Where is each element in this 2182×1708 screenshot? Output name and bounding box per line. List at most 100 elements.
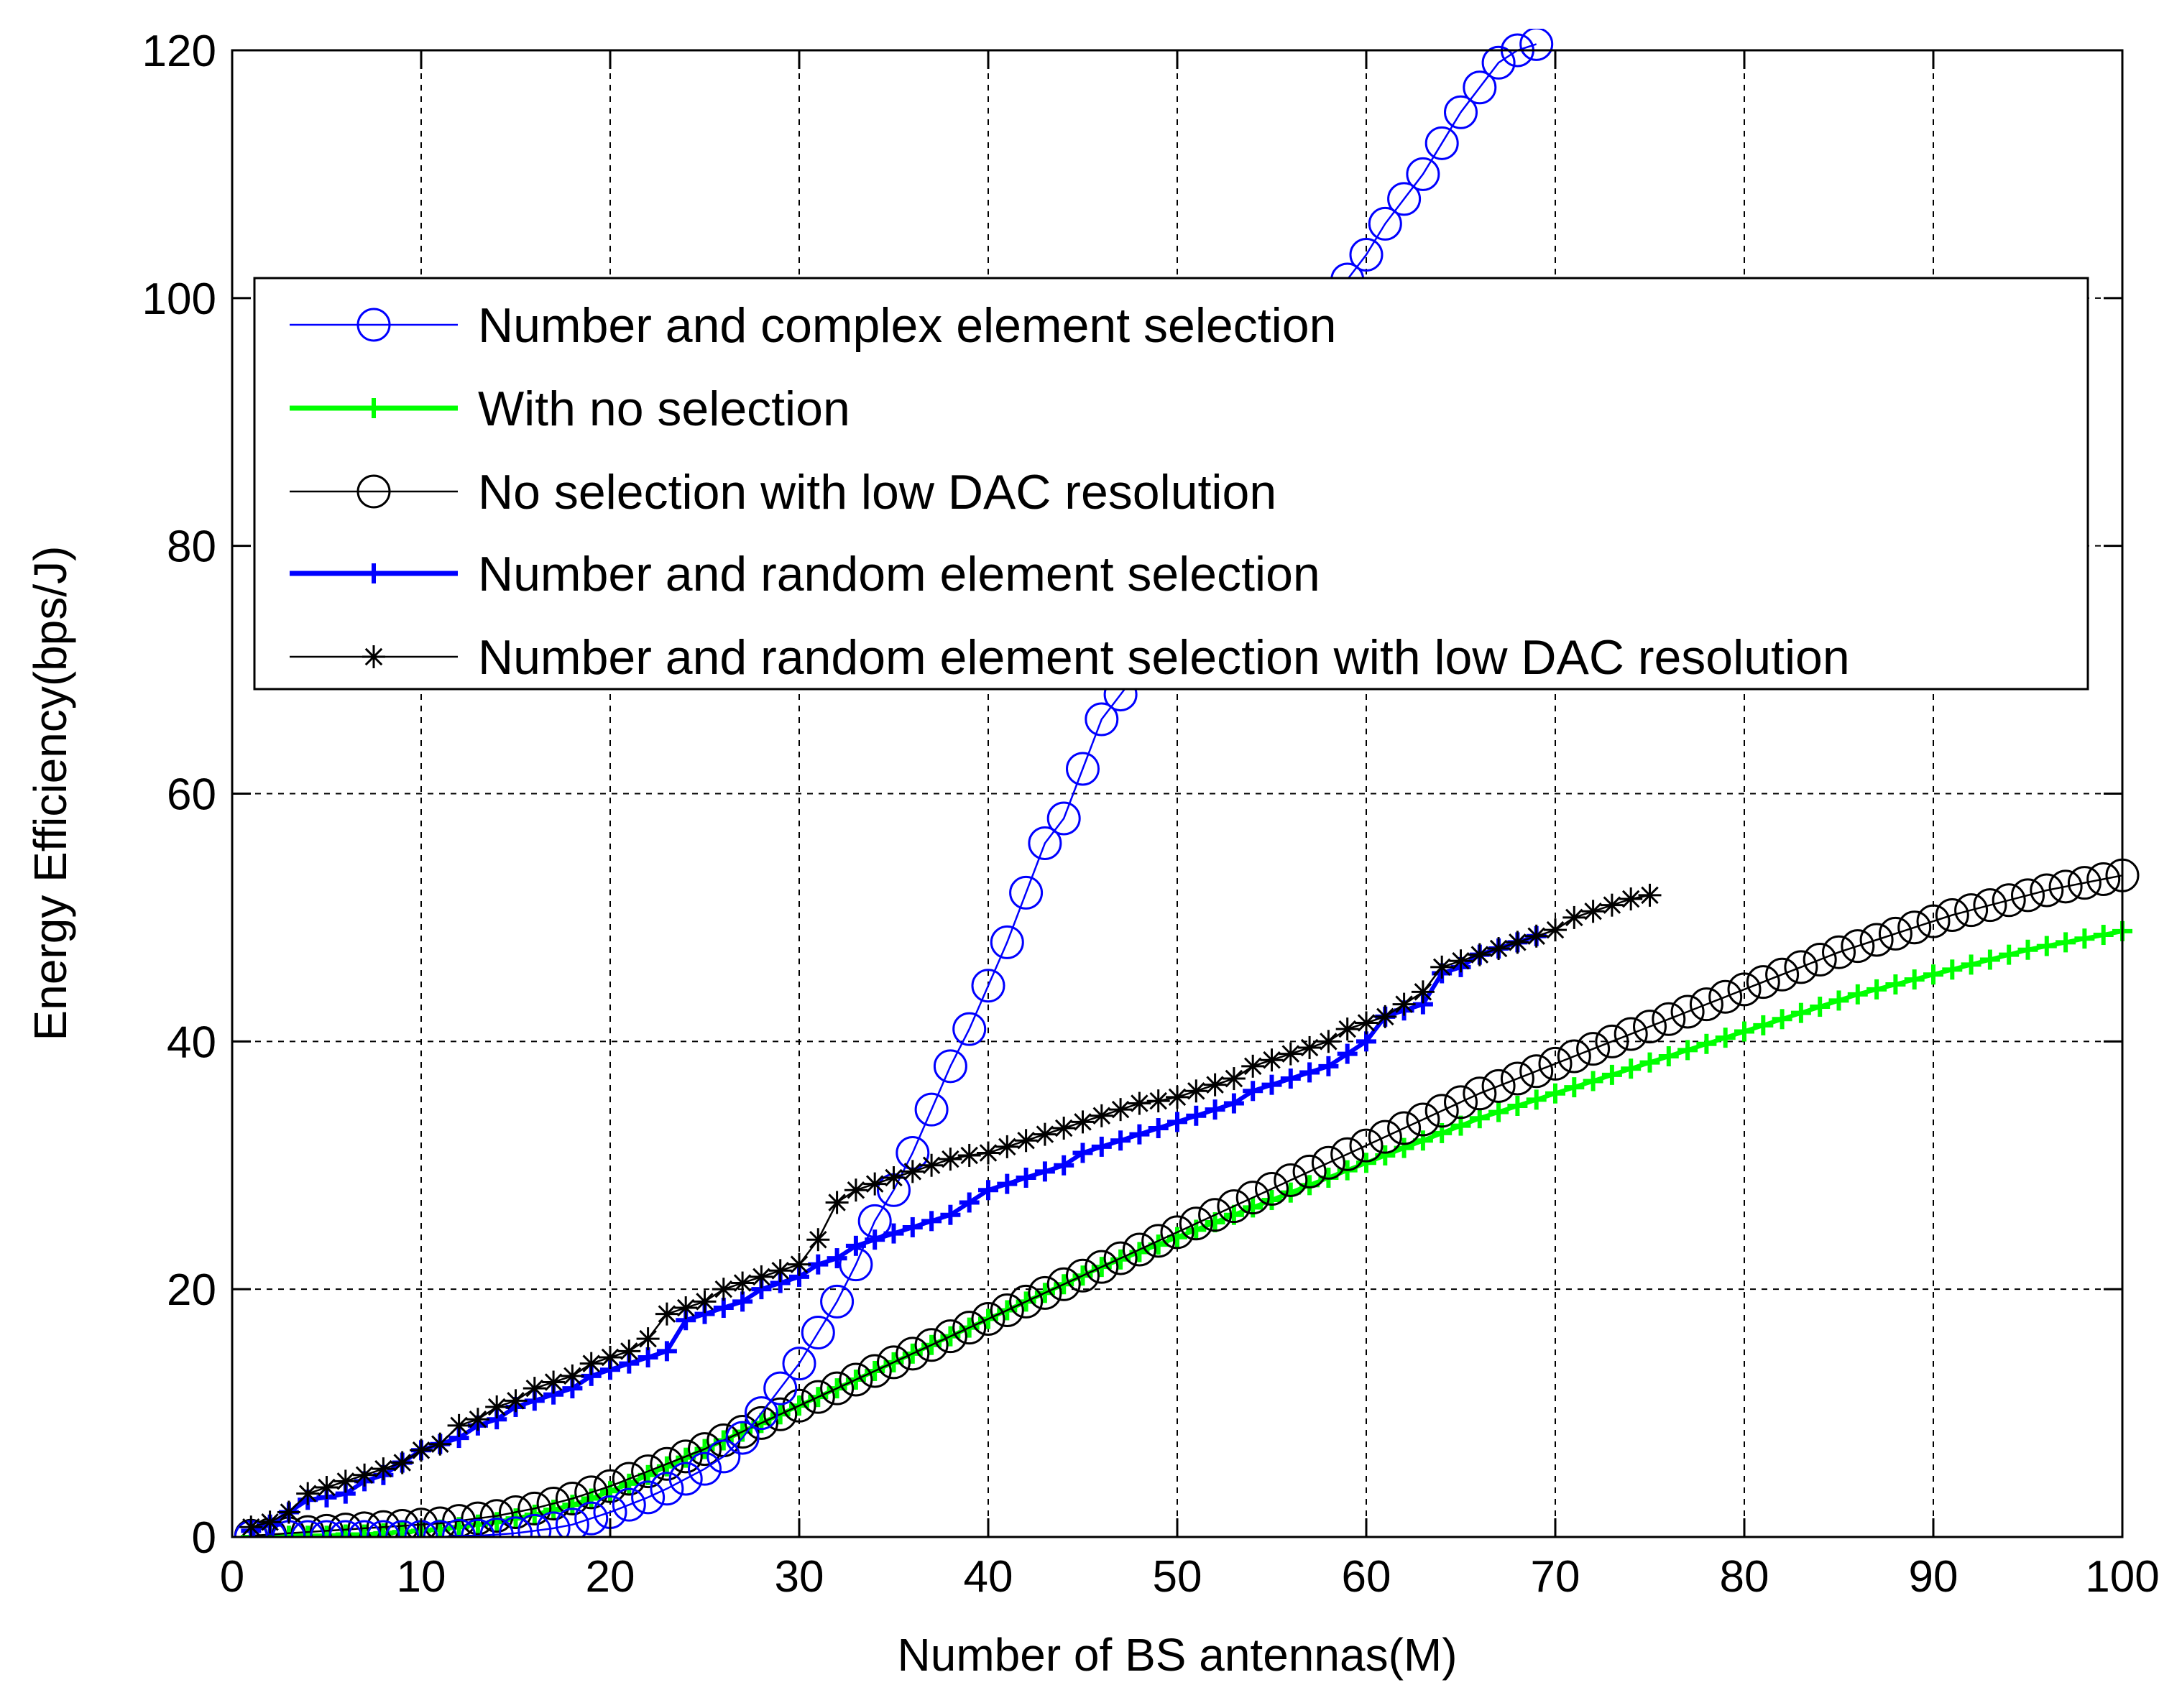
data-point xyxy=(366,1510,400,1537)
data-point xyxy=(914,1092,949,1127)
marker-star-d2 xyxy=(1168,1088,1187,1107)
data-point xyxy=(353,1463,377,1487)
data-point xyxy=(1715,1028,1736,1048)
data-point xyxy=(1942,959,1963,980)
marker-star-d2 xyxy=(903,1163,922,1181)
data-point xyxy=(555,1482,589,1516)
data-point xyxy=(536,1486,571,1520)
y-tick-label: 120 xyxy=(142,27,216,76)
y-axis-label: Energy Efficiency(bps/J) xyxy=(24,546,76,1041)
marker-star-d2 xyxy=(355,1466,374,1485)
marker-star-d2 xyxy=(1092,1107,1111,1125)
data-point xyxy=(385,1508,420,1537)
series-layer xyxy=(234,29,2140,1537)
data-point xyxy=(820,1284,855,1319)
marker-star-d2 xyxy=(374,1459,392,1478)
x-tick-label: 30 xyxy=(775,1552,824,1602)
data-point xyxy=(1935,897,1969,932)
marker-star-d2 xyxy=(1395,995,1413,1013)
data-point xyxy=(1166,1085,1189,1109)
data-point xyxy=(1298,1035,1322,1059)
data-point xyxy=(1897,910,1932,945)
data-point xyxy=(1412,1130,1433,1151)
data-point xyxy=(1619,887,1643,911)
data-point xyxy=(1235,1181,1270,1215)
data-point xyxy=(1847,984,1868,1005)
data-point xyxy=(328,1513,363,1537)
data-point xyxy=(504,1389,528,1413)
data-point xyxy=(612,1487,646,1522)
data-point xyxy=(1280,1068,1301,1089)
data-point xyxy=(1335,1017,1359,1041)
data-point xyxy=(1148,1118,1169,1139)
data-point xyxy=(1280,1182,1301,1203)
data-point xyxy=(479,1518,514,1537)
x-tick-label: 70 xyxy=(1531,1552,1580,1602)
marker-star-d2 xyxy=(752,1268,770,1286)
data-point xyxy=(1810,997,1831,1017)
data-point xyxy=(801,1380,835,1414)
data-point xyxy=(1524,924,1548,948)
data-point xyxy=(1727,972,1762,1007)
data-point xyxy=(2056,932,2076,953)
data-point xyxy=(1841,929,1875,964)
marker-star-d2 xyxy=(1263,1051,1281,1069)
marker-star-d2 xyxy=(393,1454,411,1472)
data-point xyxy=(1481,1068,1516,1103)
data-point xyxy=(390,1451,414,1474)
data-point xyxy=(1481,45,1516,80)
marker-star-d2 xyxy=(507,1392,525,1410)
data-point xyxy=(688,1451,722,1486)
data-point xyxy=(2030,873,2064,908)
data-point xyxy=(806,1228,830,1252)
data-point xyxy=(2093,925,2114,946)
data-point xyxy=(1507,1095,1528,1116)
data-point xyxy=(2011,878,2045,913)
data-point xyxy=(1444,95,1478,129)
data-point xyxy=(637,1347,658,1367)
data-point xyxy=(366,1520,400,1537)
data-point xyxy=(1670,994,1705,1029)
data-point xyxy=(1677,1040,1698,1061)
legend-entry: With no selection xyxy=(290,382,850,436)
data-point xyxy=(688,1432,722,1467)
marker-star-d2 xyxy=(469,1410,487,1428)
data-point xyxy=(1033,1122,1057,1146)
data-point xyxy=(278,1525,299,1537)
legend-marker xyxy=(364,563,384,583)
data-point xyxy=(1071,1110,1095,1134)
data-point xyxy=(1110,1130,1131,1151)
data-point xyxy=(410,1439,433,1462)
x-tick-label: 50 xyxy=(1153,1552,1202,1602)
data-point xyxy=(404,1508,438,1537)
data-point xyxy=(1318,1056,1339,1076)
data-point xyxy=(1085,1250,1119,1284)
data-point xyxy=(1066,752,1100,786)
marker-star-d2 xyxy=(525,1379,544,1398)
data-point xyxy=(1916,904,1951,938)
data-point xyxy=(631,1480,666,1515)
data-point xyxy=(617,1339,641,1363)
marker-star-d2 xyxy=(658,1305,676,1323)
data-point xyxy=(1261,1190,1282,1211)
data-point xyxy=(1961,954,1981,975)
data-point xyxy=(542,1370,566,1394)
data-point xyxy=(2067,866,2102,900)
data-point xyxy=(901,1160,924,1183)
data-point xyxy=(1223,1093,1244,1114)
data-point xyxy=(650,1472,684,1506)
legend-entry: No selection with low DAC resolution xyxy=(290,465,1276,520)
data-point xyxy=(1046,801,1081,836)
data-point xyxy=(1167,1112,1187,1132)
marker-star-d2 xyxy=(1281,1045,1300,1063)
data-point xyxy=(1054,1155,1074,1176)
marker-star-d2 xyxy=(696,1293,714,1311)
data-point xyxy=(423,1506,457,1537)
legend-marker xyxy=(362,645,385,668)
marker-star-d2 xyxy=(298,1485,317,1502)
legend-marker xyxy=(356,474,391,509)
marker-star-d2 xyxy=(809,1230,827,1249)
data-point xyxy=(1243,1081,1263,1102)
data-point xyxy=(636,1327,660,1351)
